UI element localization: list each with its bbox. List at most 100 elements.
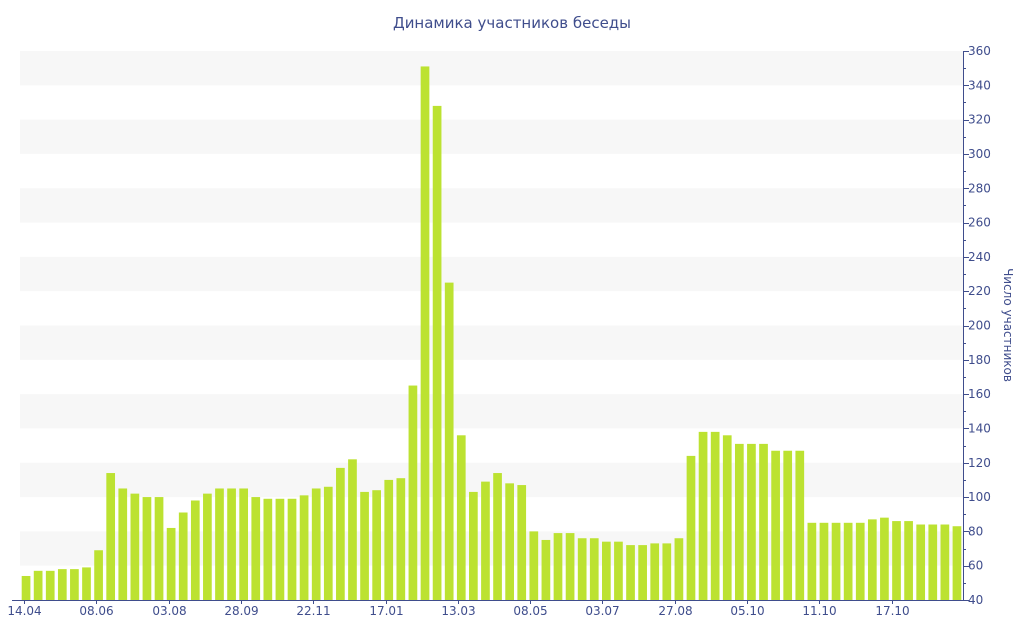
bar <box>819 522 829 600</box>
bar <box>940 524 950 600</box>
bar <box>952 526 962 600</box>
y-tick-label: 140 <box>968 421 991 435</box>
bar <box>904 521 913 600</box>
grid-band <box>20 51 963 86</box>
y-tick-label: 100 <box>968 490 991 504</box>
y-tick-label: 60 <box>968 559 983 573</box>
bar <box>251 497 261 600</box>
grid-band <box>20 531 963 566</box>
bar <box>710 431 720 600</box>
bar <box>698 431 708 600</box>
bar <box>843 522 853 600</box>
grid-band <box>20 394 963 429</box>
y-tick-label: 260 <box>968 216 991 230</box>
grid-band <box>20 119 963 154</box>
bar <box>807 522 817 600</box>
x-tick-label: 17.10 <box>875 604 909 618</box>
bar <box>747 443 756 600</box>
grid-band <box>20 256 963 292</box>
y-tick-label: 280 <box>968 181 991 195</box>
grid-band <box>20 462 963 498</box>
y-tick-label: 180 <box>968 353 991 367</box>
bar <box>722 435 732 600</box>
x-tick-label: 13.03 <box>441 604 475 618</box>
bar <box>650 543 660 600</box>
bar <box>626 545 635 600</box>
bar <box>287 498 297 600</box>
grid-band <box>20 325 963 360</box>
bar <box>311 488 321 600</box>
x-tick-label: 17.01 <box>369 604 403 618</box>
chart-title: Динамика участников беседы <box>393 14 631 32</box>
bar <box>493 473 502 600</box>
bar <box>795 450 805 600</box>
bar <box>456 435 466 600</box>
bar <box>396 478 406 600</box>
bar <box>227 488 236 600</box>
bar <box>106 473 116 600</box>
y-tick-label: 320 <box>968 113 991 127</box>
bar <box>263 498 273 600</box>
bar <box>553 533 563 600</box>
x-tick-label: 08.05 <box>513 604 547 618</box>
x-tick-label: 05.10 <box>730 604 764 618</box>
bar <box>360 491 369 600</box>
bar <box>855 522 865 600</box>
x-tick-label: 14.04 <box>7 604 41 618</box>
y-tick-label: 360 <box>968 44 991 58</box>
bar <box>759 443 768 600</box>
grid-bands <box>20 51 963 566</box>
x-tick-label: 11.10 <box>802 604 836 618</box>
bar <box>118 488 128 600</box>
bar <box>565 533 575 600</box>
bar <box>589 538 599 600</box>
bar <box>336 467 345 600</box>
x-tick-label: 22.11 <box>296 604 330 618</box>
bar <box>45 570 55 600</box>
bar <box>638 545 647 600</box>
bar <box>239 488 249 600</box>
y-tick-label: 200 <box>968 319 991 333</box>
bar <box>203 493 212 600</box>
y-tick-label: 220 <box>968 284 991 298</box>
bar <box>880 517 889 600</box>
y-tick-label: 300 <box>968 147 991 161</box>
axes: 40 60 80 100 120 140 160 180 200 220 240 260 280 300 3… <box>7 44 991 618</box>
x-tick-label: 03.08 <box>152 604 186 618</box>
y-axis-label: Число участников <box>1001 268 1015 382</box>
bar <box>614 541 623 600</box>
bar <box>686 455 696 600</box>
bar <box>674 538 684 600</box>
grid-band <box>20 188 963 223</box>
bar <box>299 495 309 600</box>
bar <box>275 498 285 600</box>
bar <box>33 570 43 600</box>
bar <box>154 497 164 600</box>
bar <box>602 541 611 600</box>
bar <box>94 550 103 600</box>
bar <box>70 569 79 600</box>
bar <box>82 567 91 600</box>
bar <box>348 459 357 600</box>
bar <box>178 512 188 600</box>
x-tick-label: 28.09 <box>224 604 258 618</box>
bar <box>408 385 418 600</box>
bar <box>734 443 744 600</box>
bar <box>662 543 672 600</box>
y-tick-label: 340 <box>968 78 991 92</box>
x-tick-label: 08.06 <box>79 604 113 618</box>
bar <box>783 450 793 600</box>
bar <box>420 66 430 601</box>
bar <box>529 531 539 600</box>
bar <box>771 450 780 600</box>
y-tick-label: 40 <box>968 593 983 607</box>
bar <box>57 569 67 600</box>
bar <box>444 282 454 600</box>
bar <box>505 483 514 600</box>
bar <box>928 524 938 600</box>
bar <box>142 497 152 600</box>
bar <box>130 493 140 600</box>
bar <box>577 538 587 600</box>
bar <box>481 481 490 600</box>
